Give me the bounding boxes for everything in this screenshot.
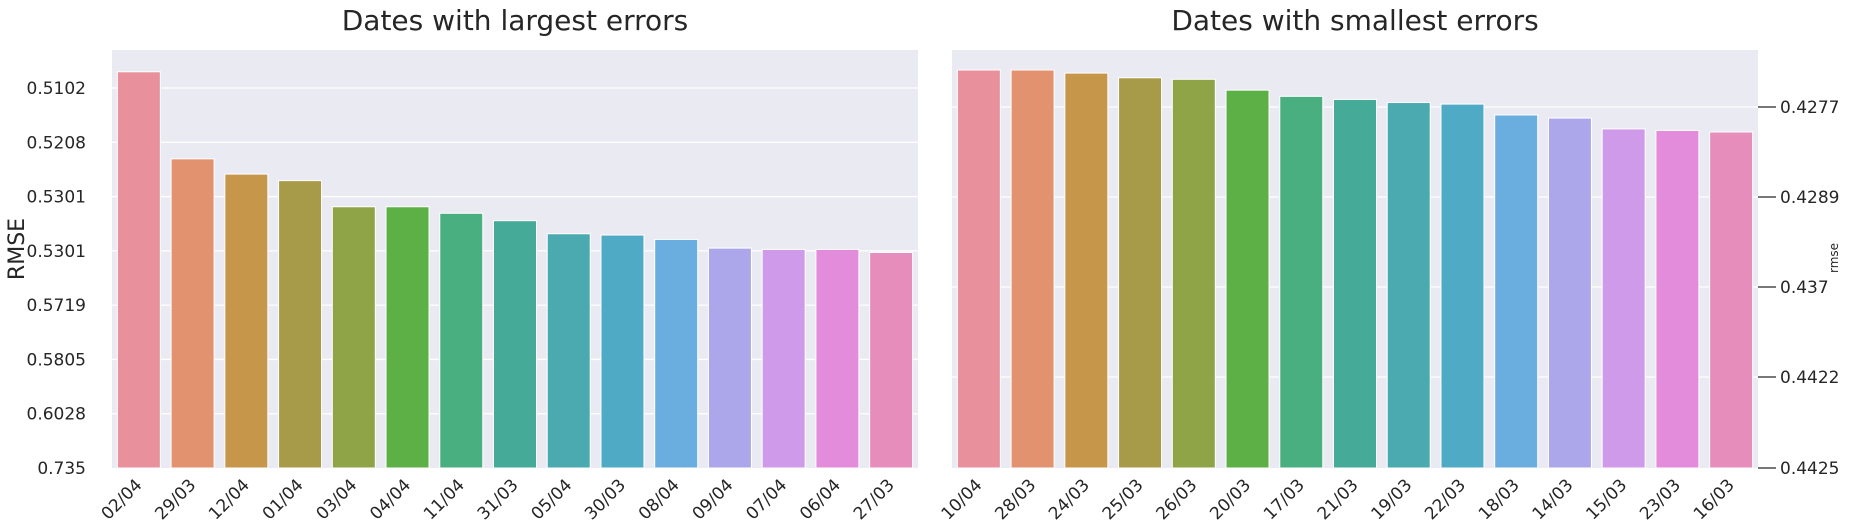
bar <box>815 248 860 469</box>
bar <box>1709 131 1754 469</box>
bar <box>224 173 269 469</box>
bar <box>1386 102 1431 469</box>
bar <box>1333 98 1377 469</box>
bar <box>1225 89 1270 469</box>
bar <box>761 248 806 469</box>
y-tick-label: 0.4289 <box>1780 188 1839 208</box>
y-tick-label: 0.5208 <box>27 133 86 153</box>
bar <box>869 251 914 469</box>
bar <box>1494 114 1539 469</box>
chart-title: Dates with largest errors <box>342 4 689 37</box>
y-tick-label: 0.4277 <box>1780 98 1839 118</box>
bar <box>331 206 376 469</box>
chart-left-largest-errors: 0.735 0.6028 0.5805 0.5719 0.5301 0.5301 0.520… <box>5 4 918 524</box>
y-axis-label: RMSE <box>5 218 30 280</box>
bar <box>600 234 645 469</box>
bar <box>1171 78 1216 469</box>
y-tick-label: 0.5301 <box>27 188 86 208</box>
bar <box>493 220 537 469</box>
bar <box>956 69 1001 469</box>
bar <box>116 71 161 469</box>
y-axis-label: rmse <box>1827 243 1841 273</box>
y-tick-label: 0.4425 <box>1780 459 1839 479</box>
y-tick-label: 0.5301 <box>27 242 86 262</box>
bar <box>1655 129 1700 469</box>
bar <box>439 212 484 469</box>
y-tick-label: 0.437 <box>1780 278 1829 298</box>
y-tick-label: 0.5719 <box>27 296 86 316</box>
y-tick-label: 0.6028 <box>27 405 86 425</box>
bar <box>1547 117 1592 469</box>
y-tick-label: 0.5102 <box>27 79 86 99</box>
bar <box>546 233 591 469</box>
chart-title: Dates with smallest errors <box>1171 4 1538 37</box>
bar <box>1440 103 1485 469</box>
bar <box>707 247 752 469</box>
bar <box>654 238 699 469</box>
bar <box>1279 95 1324 469</box>
y-tick-label: 0.735 <box>37 459 86 479</box>
bar <box>278 180 323 469</box>
bar <box>1064 72 1109 469</box>
y-tick-label: 0.4422 <box>1780 368 1839 388</box>
bar <box>1118 77 1163 469</box>
bar <box>1601 128 1646 469</box>
bar <box>385 206 430 469</box>
bar <box>1010 69 1055 469</box>
bar <box>170 158 215 469</box>
y-tick-label: 0.5805 <box>27 350 86 370</box>
